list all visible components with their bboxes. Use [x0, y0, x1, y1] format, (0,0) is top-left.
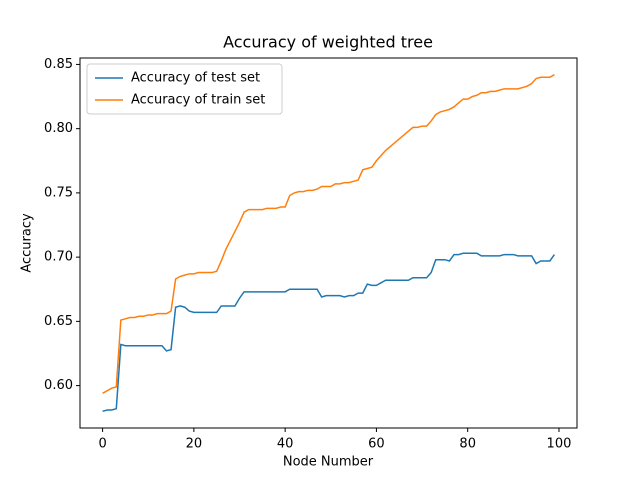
- y-axis-label: Accuracy: [20, 213, 35, 273]
- series-line: [102, 252, 556, 413]
- x-axis-label: Node Number: [283, 455, 374, 470]
- y-tick-label: 0.70: [44, 250, 73, 265]
- y-tick-label: 0.75: [44, 185, 73, 200]
- plot-frame: [79, 57, 578, 429]
- x-tick-label: 0: [98, 437, 106, 452]
- legend-box: [86, 63, 283, 115]
- y-tick-label: 0.85: [44, 57, 73, 72]
- x-tick-label: 40: [277, 437, 294, 452]
- x-tick-label: 20: [186, 437, 203, 452]
- legend-label: Accuracy of test set: [131, 71, 260, 86]
- y-tick-label: 0.65: [44, 314, 73, 329]
- chart-title: Accuracy of weighted tree: [223, 33, 433, 52]
- y-tick-label: 0.60: [44, 378, 73, 393]
- x-tick-label: 60: [368, 437, 385, 452]
- x-tick-label: 80: [459, 437, 476, 452]
- y-tick-label: 0.80: [44, 121, 73, 136]
- series-line: [102, 74, 555, 394]
- legend-label: Accuracy of train set: [131, 93, 265, 108]
- x-tick-label: 100: [547, 437, 572, 452]
